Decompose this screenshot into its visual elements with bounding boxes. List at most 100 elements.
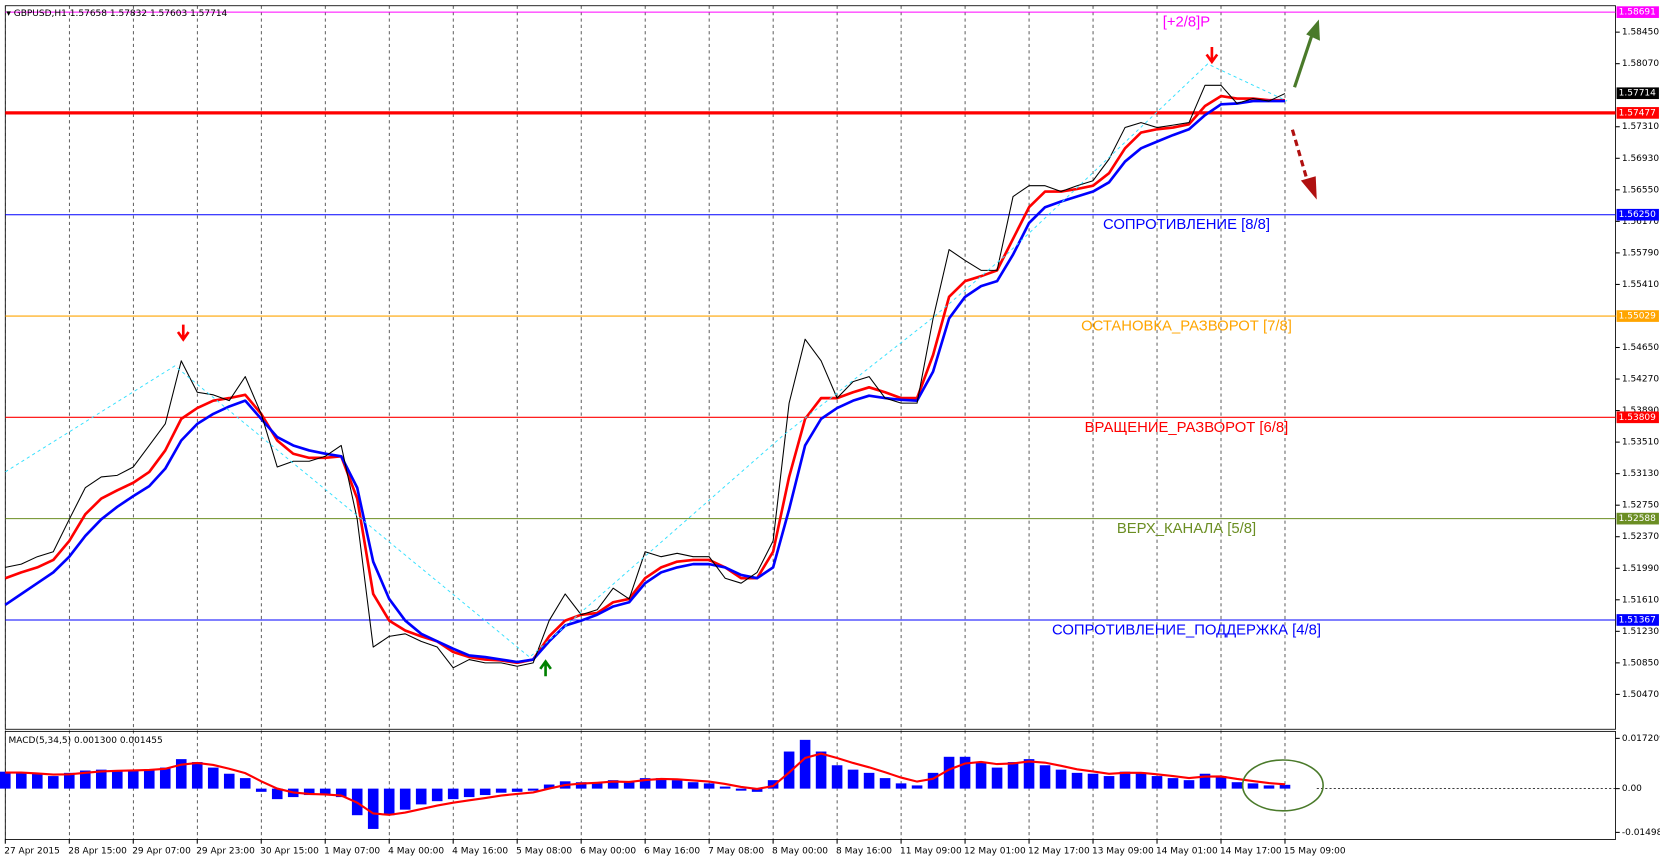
macd-bar <box>607 780 619 789</box>
macd-bar <box>15 772 27 789</box>
level-label: СОПРОТИВЛЕНИЕ [8/8] <box>1103 217 1270 233</box>
macd-bar <box>127 770 139 789</box>
x-tick-label: 7 May 08:00 <box>708 847 764 857</box>
macd-bar <box>1279 784 1291 789</box>
x-tick-label: 4 May 00:00 <box>388 847 444 857</box>
macd-bar <box>79 770 91 789</box>
macd-bar <box>271 788 283 800</box>
macd-bar <box>495 788 507 793</box>
x-tick-label: 30 Apr 15:00 <box>260 847 319 857</box>
macd-bar <box>63 772 75 789</box>
macd-bar <box>751 788 763 792</box>
macd-bar <box>655 778 667 789</box>
x-tick-label: 27 Apr 2015 <box>4 847 60 857</box>
last-price-label: 1.57714 <box>1619 89 1656 99</box>
macd-bar <box>223 773 235 789</box>
macd-bar <box>95 769 107 789</box>
x-tick-label: 4 May 16:00 <box>452 847 508 857</box>
zigzag <box>5 63 1288 658</box>
trend-arrow-up-head <box>1306 19 1320 41</box>
up-arrow <box>539 659 552 677</box>
trend-arrow-up <box>1293 35 1313 88</box>
y-tick-label: 1.58070 <box>1622 59 1659 69</box>
macd-bar <box>1263 785 1275 789</box>
macd-bar <box>447 788 459 800</box>
level-price-label: 1.56250 <box>1619 210 1656 220</box>
macd-bar <box>463 788 475 798</box>
level-price-label: 1.58691 <box>1619 8 1656 18</box>
level-price-label: 1.51367 <box>1619 615 1656 625</box>
y-tick-label: -0.014989 <box>1622 828 1660 838</box>
macd-bar <box>1199 773 1211 789</box>
macd-title: MACD(5,34,5) <box>8 735 71 745</box>
macd-bar <box>415 788 427 805</box>
macd-bar <box>1071 772 1083 789</box>
macd-bar <box>527 788 539 791</box>
macd-bar <box>735 788 747 791</box>
low: 1.57603 <box>150 9 187 19</box>
macd-bar <box>879 778 891 789</box>
macd-bar <box>895 783 907 789</box>
macd-bar <box>703 783 715 789</box>
macd-bar <box>239 778 251 789</box>
symbol-header: ▾ GBPUSD,H1 1.57658 1.57832 1.57603 1.57… <box>6 9 227 19</box>
y-tick-label: 1.56550 <box>1622 185 1659 195</box>
down-arrow <box>176 324 190 342</box>
macd-bar <box>335 788 347 798</box>
main-frame <box>4 5 1616 730</box>
macd-bar <box>991 767 1003 789</box>
macd-bar <box>1055 769 1067 789</box>
macd-bar <box>1039 765 1051 789</box>
macd-bar <box>671 780 683 789</box>
level-label: ВРАЩЕНИЕ_РАЗВОРОТ [6/8] <box>1085 420 1289 436</box>
macd-bar <box>1167 778 1179 789</box>
macd-bar <box>399 788 411 810</box>
macd-bar <box>543 784 555 789</box>
macd-bar <box>1183 780 1195 789</box>
macd-bar <box>831 765 843 789</box>
y-tick-label: 0.00 <box>1622 784 1642 794</box>
level-price-box <box>1616 107 1659 119</box>
macd-bar <box>1247 783 1259 789</box>
y-tick-label: 0.017209 <box>1622 734 1660 744</box>
macd-value: 0.001300 <box>74 735 117 745</box>
macd-bar <box>111 770 123 789</box>
level-price-label: 1.55029 <box>1619 312 1656 322</box>
level-label: ВЕРХ_КАНАЛА [5/8] <box>1117 521 1256 537</box>
y-tick-label: 1.55790 <box>1622 248 1659 258</box>
macd-bar <box>687 782 699 789</box>
trend-arrow-down-head <box>1300 176 1317 200</box>
macd-header: MACD(5,34,5) 0.001300 0.001455 <box>8 735 162 745</box>
signal-line <box>5 752 1286 816</box>
macd-bar <box>367 788 379 829</box>
macd-bar <box>1007 762 1019 789</box>
y-tick-label: 1.56170 <box>1622 217 1659 227</box>
macd-bar <box>383 788 395 816</box>
y-tick-label: 1.50850 <box>1622 658 1659 668</box>
macd-bar <box>1215 776 1227 789</box>
macd-bar <box>1231 782 1243 789</box>
level-price-box <box>1616 310 1659 322</box>
level-label: ОСТАНОВКА_РАЗВОРОТ [7/8] <box>1081 319 1292 335</box>
macd-bar <box>0 771 11 789</box>
header-marker: ▾ <box>6 9 13 19</box>
highlight-ellipse <box>1241 759 1324 812</box>
macd-bar <box>1023 759 1035 789</box>
open: 1.57658 <box>70 9 107 19</box>
macd-bar <box>159 767 171 789</box>
symbol: GBPUSD,H1 <box>14 9 67 19</box>
x-tick-label: 6 May 00:00 <box>580 847 636 857</box>
moving-average <box>4 99 1285 664</box>
x-tick-label: 14 May 17:00 <box>1220 847 1282 857</box>
y-tick-label: 1.52750 <box>1622 501 1659 511</box>
level-price-box <box>1616 614 1659 626</box>
trend-arrow-down <box>1290 129 1309 181</box>
y-tick-label: 1.53130 <box>1622 469 1659 479</box>
x-tick-label: 28 Apr 15:00 <box>68 847 127 857</box>
macd-bar <box>255 788 267 792</box>
level-price-box <box>1616 208 1659 221</box>
macd-bar <box>927 772 939 789</box>
level-label: СОПРОТИВЛЕНИЕ_ПОДДЕРЖКА [4/8] <box>1052 622 1321 638</box>
y-tick-label: 1.51230 <box>1622 627 1659 637</box>
macd-bar <box>959 756 971 789</box>
